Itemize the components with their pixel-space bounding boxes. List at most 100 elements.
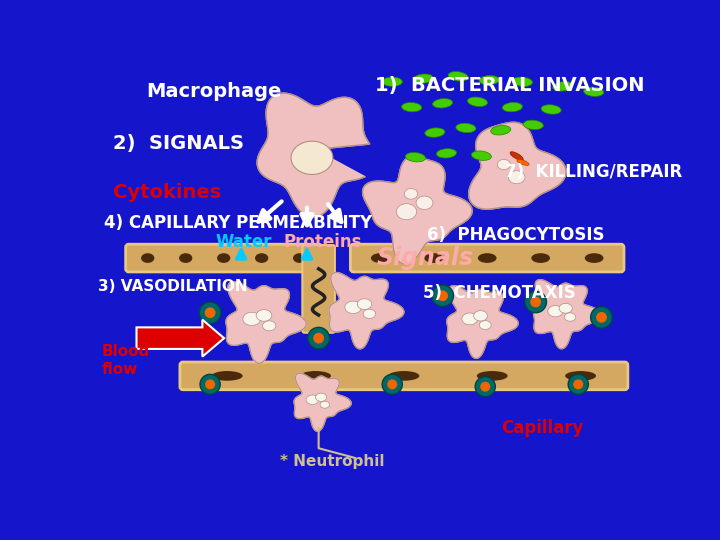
- Text: * Neutrophil: * Neutrophil: [280, 454, 384, 469]
- Ellipse shape: [293, 253, 306, 263]
- Ellipse shape: [564, 313, 576, 321]
- Circle shape: [590, 307, 612, 328]
- Ellipse shape: [402, 103, 422, 112]
- Ellipse shape: [256, 309, 271, 321]
- FancyBboxPatch shape: [302, 245, 335, 333]
- Ellipse shape: [263, 321, 276, 331]
- Ellipse shape: [585, 253, 603, 263]
- Circle shape: [205, 379, 215, 389]
- Ellipse shape: [478, 253, 497, 263]
- Ellipse shape: [559, 303, 572, 313]
- Circle shape: [437, 291, 448, 301]
- Ellipse shape: [498, 159, 510, 170]
- Ellipse shape: [472, 151, 491, 160]
- Ellipse shape: [416, 196, 433, 210]
- FancyBboxPatch shape: [126, 244, 322, 272]
- Text: 3) VASODILATION: 3) VASODILATION: [98, 279, 248, 294]
- Text: Macrophage: Macrophage: [145, 82, 282, 101]
- Ellipse shape: [217, 253, 230, 263]
- Circle shape: [432, 285, 454, 307]
- Ellipse shape: [179, 253, 192, 263]
- Ellipse shape: [405, 152, 426, 162]
- Ellipse shape: [424, 253, 443, 263]
- Ellipse shape: [357, 299, 372, 309]
- Circle shape: [573, 379, 583, 389]
- Ellipse shape: [413, 74, 433, 83]
- Text: Blood
flow: Blood flow: [102, 345, 150, 377]
- FancyArrow shape: [137, 320, 224, 356]
- Ellipse shape: [397, 204, 417, 220]
- Ellipse shape: [503, 103, 523, 112]
- Circle shape: [199, 302, 221, 323]
- Circle shape: [313, 333, 324, 343]
- Ellipse shape: [388, 371, 419, 381]
- Ellipse shape: [456, 123, 476, 133]
- Ellipse shape: [565, 371, 596, 381]
- Circle shape: [307, 327, 330, 349]
- Text: 4) CAPILLARY PERMEABILITY: 4) CAPILLARY PERMEABILITY: [104, 214, 372, 232]
- Ellipse shape: [371, 253, 390, 263]
- Ellipse shape: [510, 152, 523, 160]
- Ellipse shape: [363, 309, 376, 319]
- Ellipse shape: [513, 77, 533, 86]
- Ellipse shape: [477, 371, 508, 381]
- Ellipse shape: [425, 128, 445, 137]
- Polygon shape: [469, 122, 566, 209]
- Ellipse shape: [523, 120, 544, 130]
- Circle shape: [204, 307, 215, 318]
- Polygon shape: [294, 373, 351, 431]
- Circle shape: [387, 379, 397, 389]
- Ellipse shape: [491, 125, 510, 135]
- Text: 2)  SIGNALS: 2) SIGNALS: [113, 134, 244, 153]
- Circle shape: [475, 377, 495, 397]
- Ellipse shape: [541, 105, 561, 114]
- Text: Proteins: Proteins: [284, 233, 362, 251]
- Ellipse shape: [467, 97, 487, 106]
- Ellipse shape: [212, 371, 243, 381]
- Ellipse shape: [436, 148, 456, 158]
- Ellipse shape: [320, 401, 330, 408]
- Ellipse shape: [291, 141, 333, 174]
- Ellipse shape: [300, 371, 331, 381]
- Ellipse shape: [584, 87, 604, 97]
- Circle shape: [382, 374, 402, 394]
- Ellipse shape: [474, 310, 487, 321]
- Text: 7)  KILLING/REPAIR: 7) KILLING/REPAIR: [505, 164, 682, 181]
- Ellipse shape: [448, 72, 468, 81]
- Ellipse shape: [345, 301, 361, 314]
- Ellipse shape: [462, 313, 477, 325]
- Ellipse shape: [306, 395, 319, 404]
- Polygon shape: [329, 273, 404, 349]
- Polygon shape: [534, 280, 601, 349]
- Polygon shape: [363, 156, 472, 264]
- Ellipse shape: [548, 306, 563, 317]
- Ellipse shape: [531, 253, 550, 263]
- Ellipse shape: [433, 99, 453, 108]
- Circle shape: [200, 374, 220, 394]
- Circle shape: [480, 382, 490, 392]
- Ellipse shape: [404, 188, 418, 199]
- FancyBboxPatch shape: [351, 244, 624, 272]
- Text: Capillary: Capillary: [500, 419, 583, 437]
- Ellipse shape: [480, 321, 491, 329]
- Text: Signals: Signals: [377, 246, 474, 270]
- Text: 1)  BACTERIAL INVASION: 1) BACTERIAL INVASION: [375, 76, 644, 96]
- Ellipse shape: [141, 253, 154, 263]
- Text: Cytokines: Cytokines: [113, 183, 222, 201]
- Ellipse shape: [255, 253, 269, 263]
- Polygon shape: [226, 282, 306, 363]
- Circle shape: [568, 374, 588, 394]
- Circle shape: [530, 296, 541, 307]
- Text: 5)  CHEMOTAXIS: 5) CHEMOTAXIS: [423, 284, 576, 302]
- FancyBboxPatch shape: [180, 362, 628, 390]
- Polygon shape: [447, 286, 518, 359]
- Polygon shape: [257, 93, 369, 217]
- Ellipse shape: [243, 312, 261, 326]
- Ellipse shape: [382, 77, 402, 86]
- Ellipse shape: [479, 76, 499, 85]
- Ellipse shape: [553, 82, 572, 91]
- Ellipse shape: [517, 159, 529, 165]
- Text: Water: Water: [215, 233, 272, 251]
- Circle shape: [525, 291, 546, 313]
- Circle shape: [596, 312, 607, 323]
